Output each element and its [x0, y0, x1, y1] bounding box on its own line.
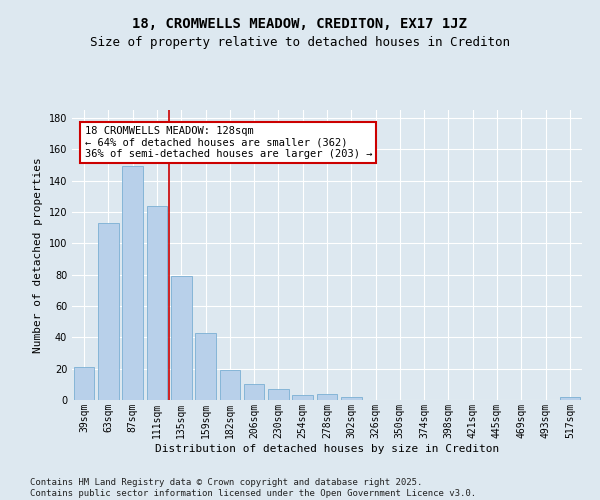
Bar: [98, 223, 119, 400]
Bar: [292, 396, 313, 400]
Text: 18 CROMWELLS MEADOW: 128sqm
← 64% of detached houses are smaller (362)
36% of se: 18 CROMWELLS MEADOW: 128sqm ← 64% of det…: [85, 126, 372, 159]
Bar: [317, 394, 337, 400]
Bar: [171, 276, 191, 400]
Text: Size of property relative to detached houses in Crediton: Size of property relative to detached ho…: [90, 36, 510, 49]
Bar: [244, 384, 265, 400]
Bar: [195, 332, 216, 400]
Bar: [146, 206, 167, 400]
Bar: [74, 367, 94, 400]
Text: Contains HM Land Registry data © Crown copyright and database right 2025.
Contai: Contains HM Land Registry data © Crown c…: [30, 478, 476, 498]
Bar: [341, 397, 362, 400]
Bar: [122, 166, 143, 400]
Bar: [268, 389, 289, 400]
Text: 18, CROMWELLS MEADOW, CREDITON, EX17 1JZ: 18, CROMWELLS MEADOW, CREDITON, EX17 1JZ: [133, 18, 467, 32]
Bar: [220, 370, 240, 400]
Y-axis label: Number of detached properties: Number of detached properties: [33, 157, 43, 353]
X-axis label: Distribution of detached houses by size in Crediton: Distribution of detached houses by size …: [155, 444, 499, 454]
Bar: [560, 397, 580, 400]
